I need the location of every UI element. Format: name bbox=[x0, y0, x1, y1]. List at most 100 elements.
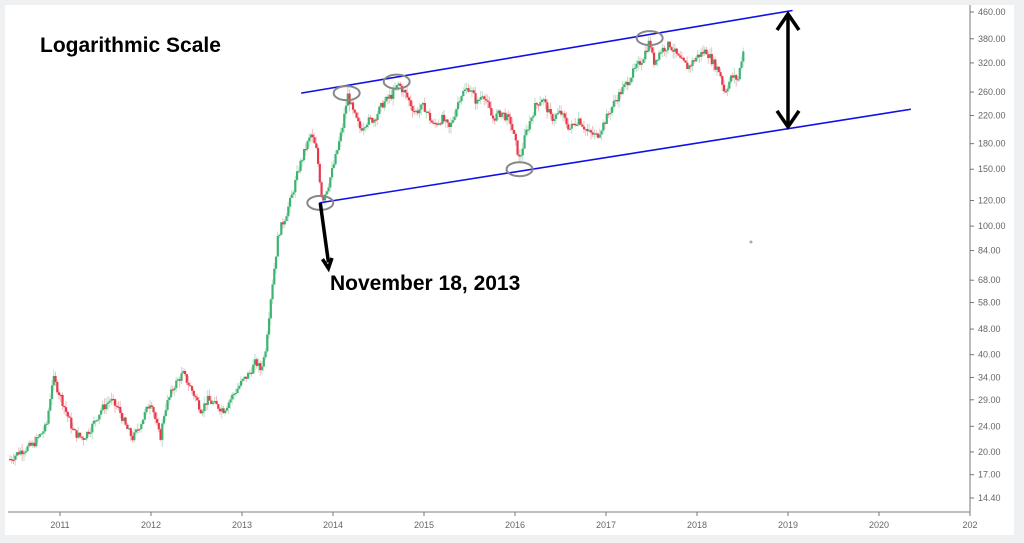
candle-body bbox=[117, 406, 120, 408]
candle-body bbox=[470, 90, 474, 92]
candle-body bbox=[647, 40, 650, 52]
candle-body bbox=[563, 113, 566, 118]
y-tick-label: 180.00 bbox=[978, 139, 1006, 149]
candle-body bbox=[145, 406, 148, 413]
candle-body bbox=[619, 92, 622, 95]
candle-body bbox=[546, 102, 549, 113]
candle-body bbox=[467, 88, 470, 92]
candle-body bbox=[357, 117, 360, 122]
candle-body bbox=[141, 419, 145, 425]
candle-body bbox=[77, 432, 80, 438]
candle-body bbox=[374, 119, 377, 121]
candle-body bbox=[150, 405, 153, 408]
candle-body bbox=[353, 109, 356, 113]
candle-body bbox=[612, 100, 615, 107]
candle-body bbox=[204, 403, 208, 405]
candle-body bbox=[320, 182, 323, 198]
candle-body bbox=[322, 197, 325, 201]
candle-body bbox=[14, 455, 17, 460]
candle-body bbox=[71, 428, 75, 430]
candle-body bbox=[591, 132, 594, 135]
candle-body bbox=[677, 53, 680, 56]
candle-body bbox=[565, 117, 568, 125]
candle-body bbox=[217, 404, 220, 409]
candle-body bbox=[423, 102, 426, 112]
x-tick-label: 2014 bbox=[323, 520, 343, 530]
candle-body bbox=[446, 119, 449, 123]
x-tick-label: 2019 bbox=[778, 520, 798, 530]
candle-body bbox=[722, 84, 726, 92]
candle-body bbox=[418, 109, 421, 114]
x-tick-label: 2016 bbox=[505, 520, 525, 530]
candle-body bbox=[640, 62, 643, 65]
candle-body bbox=[285, 216, 288, 221]
candle-body bbox=[603, 122, 607, 124]
candle-body bbox=[203, 403, 206, 412]
candle-body bbox=[570, 123, 573, 129]
candle-body bbox=[605, 113, 608, 124]
candle-body bbox=[686, 62, 689, 70]
candle-body bbox=[740, 61, 743, 68]
candle-body bbox=[33, 442, 36, 447]
candle-body bbox=[630, 77, 633, 83]
candle-body bbox=[218, 408, 222, 412]
candle-body bbox=[598, 134, 601, 138]
candle-body bbox=[700, 52, 703, 57]
candle-body bbox=[15, 452, 19, 456]
candle-body bbox=[491, 115, 495, 119]
y-tick-label: 68.00 bbox=[978, 275, 1001, 285]
candle-body bbox=[463, 89, 467, 91]
candle-body bbox=[684, 60, 687, 63]
candle-body bbox=[297, 171, 300, 173]
candle-body bbox=[96, 419, 99, 421]
candle-body bbox=[724, 91, 727, 93]
candle-body bbox=[182, 371, 185, 374]
candle-body bbox=[560, 110, 563, 115]
candle-body bbox=[220, 408, 223, 412]
candle-body bbox=[642, 59, 645, 63]
axes: 460.00 380.00 320.00 260.00 220.00 180.00 150.… bbox=[8, 5, 1006, 530]
candle-body bbox=[187, 382, 190, 386]
trend-channel bbox=[301, 9, 911, 204]
candle-body bbox=[497, 110, 500, 114]
candle-body bbox=[551, 114, 554, 122]
candle-body bbox=[136, 429, 139, 431]
candle-body bbox=[715, 66, 719, 70]
candle-body bbox=[73, 429, 76, 431]
candle-body bbox=[28, 442, 31, 447]
candle-body bbox=[509, 116, 512, 125]
y-tick-label: 380.00 bbox=[978, 34, 1006, 44]
candle-body bbox=[633, 67, 636, 70]
candle-body bbox=[84, 438, 87, 440]
candle-body bbox=[472, 90, 475, 94]
candle-body bbox=[42, 431, 45, 434]
candle-body bbox=[75, 430, 78, 438]
candle-body bbox=[330, 168, 334, 178]
candle-body bbox=[309, 134, 313, 138]
candle-body bbox=[712, 59, 715, 65]
candle-body bbox=[525, 129, 528, 136]
candle-body bbox=[495, 113, 498, 121]
candle-body bbox=[556, 112, 559, 115]
candle-body bbox=[255, 359, 258, 366]
candle-body bbox=[561, 113, 565, 115]
candle-body bbox=[483, 96, 486, 100]
candle-body bbox=[437, 123, 440, 125]
candle-body bbox=[707, 54, 710, 58]
candle-body bbox=[395, 85, 398, 89]
candle-body bbox=[105, 404, 108, 410]
candle-body bbox=[621, 87, 624, 95]
candle-body bbox=[59, 394, 62, 397]
candle-body bbox=[344, 105, 348, 114]
candle-body bbox=[36, 436, 40, 439]
candle-body bbox=[689, 65, 692, 67]
candle-body bbox=[166, 400, 169, 410]
candle-body bbox=[290, 194, 293, 198]
candle-body bbox=[511, 124, 514, 130]
candle-body bbox=[201, 411, 204, 414]
candle-body bbox=[162, 416, 166, 424]
candle-body bbox=[414, 110, 418, 112]
candle-body bbox=[10, 459, 13, 461]
candle-body bbox=[717, 66, 720, 73]
candle-body bbox=[80, 436, 83, 438]
